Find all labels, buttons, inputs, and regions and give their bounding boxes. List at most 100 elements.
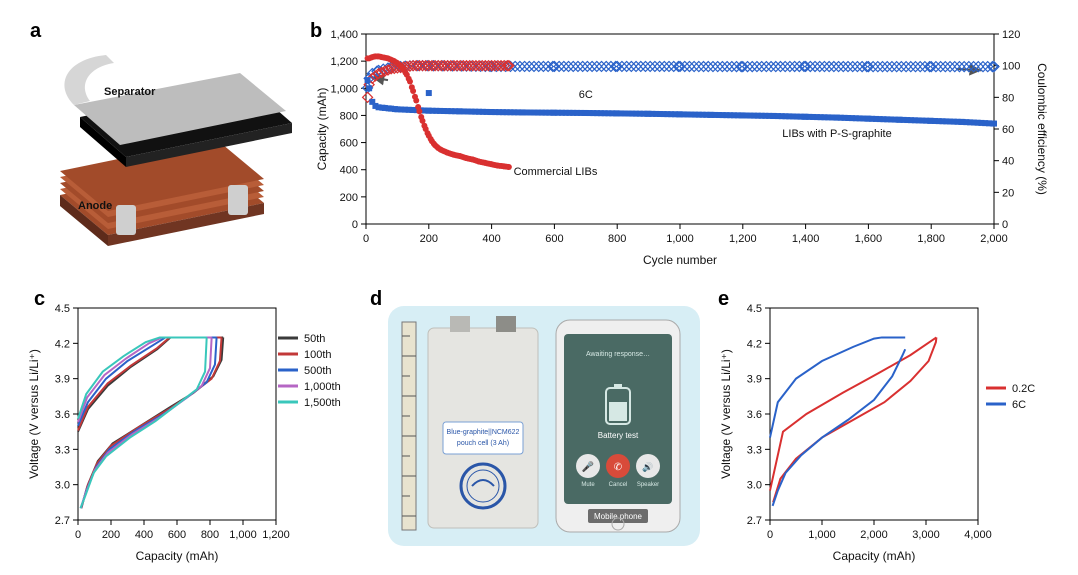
svg-text:1,000: 1,000 (330, 83, 358, 95)
panel-label-e: e (718, 288, 729, 311)
svg-text:200: 200 (420, 233, 438, 245)
svg-text:0.2C: 0.2C (1012, 383, 1035, 395)
svg-text:Capacity (mAh): Capacity (mAh) (136, 549, 219, 563)
svg-text:2.7: 2.7 (747, 515, 762, 527)
svg-text:1,000: 1,000 (666, 233, 694, 245)
svg-text:3.9: 3.9 (55, 374, 70, 386)
panel-label-c: c (34, 288, 45, 311)
svg-text:200: 200 (340, 192, 358, 204)
svg-text:1,400: 1,400 (330, 29, 358, 41)
svg-text:800: 800 (340, 110, 358, 122)
panel-label-d: d (370, 288, 382, 311)
panel-a-svg: Anode Cathode Separa (20, 20, 310, 270)
svg-text:1,500th: 1,500th (304, 397, 341, 409)
svg-text:Voltage (V versus Li/Li⁺): Voltage (V versus Li/Li⁺) (27, 349, 41, 479)
svg-text:0: 0 (767, 529, 773, 541)
svg-text:3.6: 3.6 (55, 409, 70, 421)
svg-text:🎤: 🎤 (582, 460, 595, 473)
panel-d-photo: Blue-graphite||NCM622 pouch cell (3 Ah) … (388, 306, 700, 546)
svg-text:LIBs with P-S-graphite: LIBs with P-S-graphite (782, 128, 891, 140)
svg-text:Capacity (mAh): Capacity (mAh) (315, 88, 329, 171)
phone-btn-2: Cancel (609, 482, 628, 488)
panel-d-svg: Blue-graphite||NCM622 pouch cell (3 Ah) … (388, 306, 700, 546)
panel-b: b 02004006008001,0001,2001,4001,6001,800… (310, 20, 1050, 270)
svg-text:20: 20 (1002, 187, 1014, 199)
svg-text:Voltage (V versus Li/Li⁺): Voltage (V versus Li/Li⁺) (719, 349, 733, 479)
svg-text:Commercial LIBs: Commercial LIBs (514, 166, 598, 178)
svg-text:500th: 500th (304, 365, 332, 377)
svg-text:50th: 50th (304, 333, 325, 345)
svg-text:400: 400 (340, 165, 358, 177)
svg-text:0: 0 (363, 233, 369, 245)
svg-text:6C: 6C (579, 89, 593, 101)
svg-text:120: 120 (1002, 29, 1020, 41)
svg-text:3.0: 3.0 (55, 480, 70, 492)
svg-text:600: 600 (168, 529, 186, 541)
svg-text:1,000th: 1,000th (304, 381, 341, 393)
svg-text:6C: 6C (1012, 399, 1026, 411)
separator-label: Separator (104, 86, 156, 98)
ruler (402, 322, 416, 530)
svg-text:3,000: 3,000 (912, 529, 940, 541)
svg-text:1,000: 1,000 (229, 529, 257, 541)
svg-text:40: 40 (1002, 156, 1014, 168)
svg-text:60: 60 (1002, 124, 1014, 136)
panel-e-chart: 0 1,000 2,000 3,000 4,000 2.7 3.0 3.3 3.6 3.9 4.2 4… (712, 288, 1056, 570)
svg-text:0: 0 (1002, 219, 1008, 231)
phone-status-top: Awaiting response… (586, 351, 650, 358)
svg-text:2.7: 2.7 (55, 515, 70, 527)
svg-text:1,400: 1,400 (792, 233, 820, 245)
svg-text:100th: 100th (304, 349, 332, 361)
svg-text:Coulombic efficiency (%): Coulombic efficiency (%) (1035, 63, 1049, 195)
panel-a: a Anode (20, 20, 310, 270)
panel-label-b: b (310, 20, 322, 43)
phone-btn-1: Mute (581, 482, 595, 488)
svg-text:80: 80 (1002, 92, 1014, 104)
pouch-text-2: pouch cell (3 Ah) (457, 440, 509, 447)
figure-row-1: a Anode (20, 20, 1058, 270)
svg-text:4.5: 4.5 (55, 303, 70, 315)
svg-text:600: 600 (340, 138, 358, 150)
pouch-cell: Blue-graphite||NCM622 pouch cell (3 Ah) (428, 316, 538, 528)
pouch-text-1: Blue-graphite||NCM622 (447, 429, 520, 436)
svg-text:400: 400 (482, 233, 500, 245)
svg-text:800: 800 (608, 233, 626, 245)
mobile-phone: Awaiting response… Battery test 🎤 ✆ 🔊 Mu… (556, 320, 680, 532)
svg-text:1,000: 1,000 (808, 529, 836, 541)
panel-c: c 02004006008001,0001,2002.73.03.33.63.9… (20, 288, 370, 570)
svg-text:200: 200 (102, 529, 120, 541)
svg-text:1,200: 1,200 (330, 56, 358, 68)
svg-text:3.3: 3.3 (747, 444, 762, 456)
panel-c-chart: 02004006008001,0001,2002.73.03.33.63.94.… (20, 288, 370, 570)
svg-text:2,000: 2,000 (860, 529, 888, 541)
svg-text:🔊: 🔊 (642, 461, 653, 473)
svg-text:2,000: 2,000 (980, 233, 1008, 245)
svg-text:100: 100 (1002, 61, 1020, 73)
svg-text:1,600: 1,600 (855, 233, 883, 245)
svg-text:3.9: 3.9 (747, 374, 762, 386)
svg-text:Capacity (mAh): Capacity (mAh) (833, 549, 916, 563)
svg-text:3.3: 3.3 (55, 444, 70, 456)
panel-d: d (370, 288, 712, 570)
svg-text:0: 0 (352, 219, 358, 231)
figure-row-2: c 02004006008001,0001,2002.73.03.33.63.9… (20, 288, 1058, 570)
svg-text:1,200: 1,200 (262, 529, 290, 541)
phone-btn-3: Speaker (637, 482, 659, 488)
svg-text:Cycle number: Cycle number (643, 253, 717, 267)
panel-b-chart: 02004006008001,0001,2001,4001,6001,8002,… (310, 20, 1050, 270)
svg-text:4,000: 4,000 (964, 529, 992, 541)
svg-text:4.2: 4.2 (747, 338, 762, 350)
svg-text:1,200: 1,200 (729, 233, 757, 245)
svg-text:1,800: 1,800 (917, 233, 945, 245)
svg-text:3.6: 3.6 (747, 409, 762, 421)
svg-text:0: 0 (75, 529, 81, 541)
svg-text:✆: ✆ (614, 462, 622, 473)
svg-text:800: 800 (201, 529, 219, 541)
svg-text:4.2: 4.2 (55, 338, 70, 350)
phone-status-mid: Battery test (598, 431, 639, 440)
svg-text:600: 600 (545, 233, 563, 245)
svg-text:3.0: 3.0 (747, 480, 762, 492)
svg-text:4.5: 4.5 (747, 303, 762, 315)
panel-e: e 0 1,000 2,000 3,000 4,000 2.7 3.0 3.3 3.6 3.9 4.… (712, 288, 1056, 570)
anode-label: Anode (78, 200, 112, 212)
